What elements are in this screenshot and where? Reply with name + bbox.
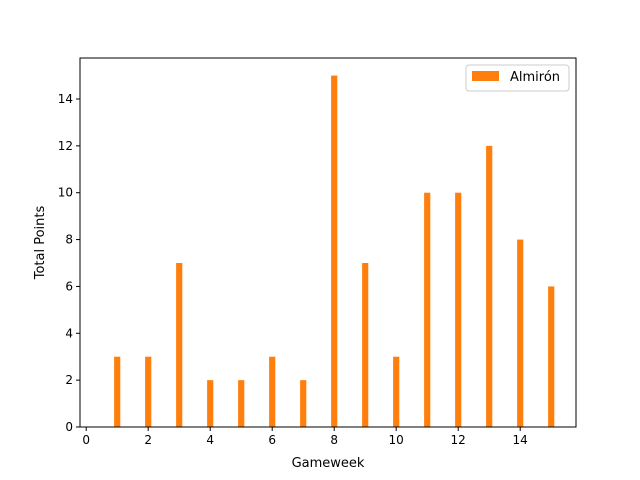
bar-gameweek-10	[393, 356, 400, 427]
bar-gameweek-11	[424, 192, 431, 427]
bar-gameweek-15	[548, 286, 555, 427]
x-axis-label: Gameweek	[292, 456, 365, 471]
y-axis-ticks: 0 2 4 6 8 10 12 14	[58, 92, 80, 434]
bar-gameweek-1	[114, 356, 121, 427]
bar-gameweek-7	[300, 380, 307, 427]
bar-gameweek-5	[238, 380, 245, 427]
legend-swatch	[472, 71, 499, 81]
x-tick-label: 12	[451, 433, 466, 447]
x-tick-label: 6	[268, 433, 276, 447]
bar-gameweek-8	[331, 75, 338, 428]
bar-gameweek-12	[455, 192, 462, 427]
x-tick-label: 4	[206, 433, 214, 447]
x-tick-label: 8	[330, 433, 338, 447]
x-tick-label: 0	[82, 433, 90, 447]
y-axis-label: Total Points	[33, 206, 48, 281]
bar-gameweek-6	[269, 356, 276, 427]
bar-gameweek-3	[176, 263, 183, 427]
y-tick-label: 4	[65, 326, 73, 340]
x-axis-ticks: 0 2 4 6 8 10 12 14	[82, 427, 528, 447]
x-tick-label: 10	[389, 433, 404, 447]
y-tick-label: 14	[58, 92, 73, 106]
legend-label: Almirón	[510, 70, 560, 85]
bar-gameweek-14	[517, 239, 524, 427]
bar-gameweek-13	[486, 145, 493, 427]
y-tick-label: 10	[58, 186, 73, 200]
legend: Almirón	[465, 64, 570, 92]
y-tick-label: 8	[65, 233, 73, 247]
y-tick-label: 0	[65, 420, 73, 434]
y-tick-label: 2	[65, 373, 73, 387]
y-tick-label: 6	[65, 279, 73, 293]
y-tick-label: 12	[58, 139, 73, 153]
bar-gameweek-2	[145, 356, 152, 427]
bar-gameweek-9	[362, 263, 369, 427]
plot-frame	[79, 57, 577, 428]
x-tick-label: 2	[144, 433, 152, 447]
bar-gameweek-4	[207, 380, 214, 427]
x-tick-label: 14	[513, 433, 528, 447]
bars-group	[114, 75, 555, 428]
